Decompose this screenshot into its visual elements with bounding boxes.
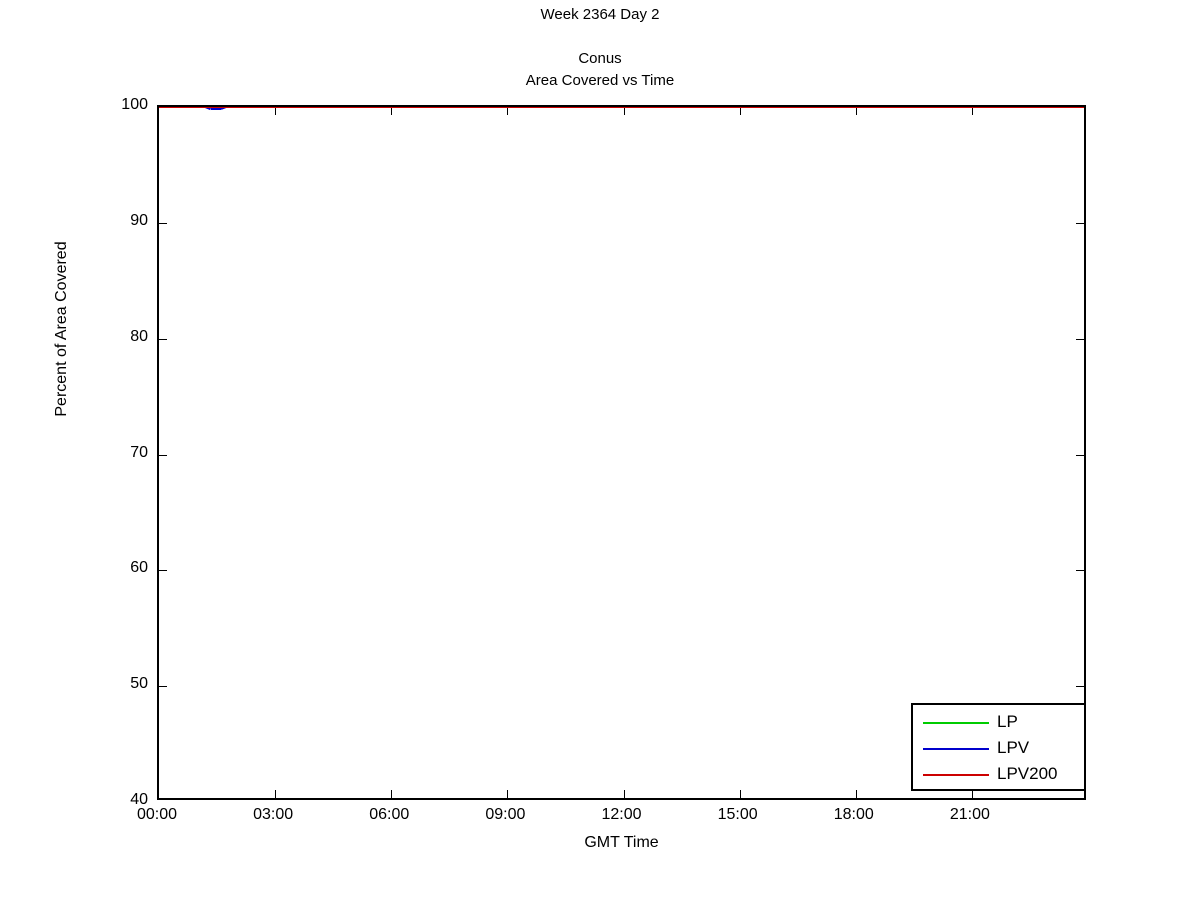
legend-swatch-lpv200 bbox=[923, 774, 989, 776]
x-tick-label: 15:00 bbox=[717, 806, 758, 823]
x-tick-bottom bbox=[855, 790, 857, 798]
x-tick-top bbox=[855, 107, 857, 115]
x-tick-label: 06:00 bbox=[369, 806, 410, 823]
x-tick-top bbox=[971, 107, 973, 115]
x-tick-top bbox=[739, 107, 741, 115]
x-tick-bottom bbox=[623, 790, 625, 798]
y-tick-label: 50 bbox=[130, 675, 148, 693]
y-tick-left bbox=[159, 686, 167, 688]
x-tick-label: 09:00 bbox=[485, 806, 526, 823]
legend-row: LPV200 bbox=[913, 761, 1084, 789]
y-tick-right bbox=[1076, 454, 1084, 456]
x-tick-label: 03:00 bbox=[253, 806, 294, 823]
y-tick-left bbox=[159, 454, 167, 456]
y-tick-label: 40 bbox=[130, 791, 148, 808]
x-tick-top bbox=[275, 107, 277, 115]
figure-title: Week 2364 Day 2 bbox=[540, 6, 660, 23]
y-tick-right bbox=[1076, 222, 1084, 224]
y-tick-right bbox=[1076, 338, 1084, 340]
x-tick-bottom bbox=[391, 790, 393, 798]
x-tick-label: 21:00 bbox=[949, 806, 990, 823]
y-tick-label: 60 bbox=[130, 559, 148, 577]
y-tick-left bbox=[159, 338, 167, 340]
legend-row: LP bbox=[913, 709, 1084, 737]
axes-title-line-2: Area Covered vs Time bbox=[525, 72, 675, 89]
x-tick-bottom bbox=[507, 790, 509, 798]
y-tick-label: 90 bbox=[130, 211, 148, 229]
legend-swatch-lpv bbox=[923, 748, 989, 750]
legend-label-lp: LP bbox=[997, 712, 1018, 731]
y-tick-label: 80 bbox=[130, 327, 148, 345]
x-tick-top bbox=[507, 107, 509, 115]
x-tick-top bbox=[391, 107, 393, 115]
legend-row: LPV bbox=[913, 735, 1084, 763]
x-tick-top bbox=[623, 107, 625, 115]
x-tick-bottom bbox=[739, 790, 741, 798]
series-line-lpv bbox=[211, 108, 221, 111]
legend: LP LPV LPV200 bbox=[911, 703, 1086, 791]
x-axis-label: GMT Time bbox=[584, 834, 659, 851]
axes-title-line-1: Conus bbox=[578, 50, 622, 67]
y-tick-label: 100 bbox=[121, 96, 148, 113]
x-tick-label: 12:00 bbox=[601, 806, 642, 823]
plot-inner-canvas bbox=[159, 107, 1084, 798]
y-tick-left bbox=[159, 570, 167, 572]
x-tick-bottom bbox=[275, 790, 277, 798]
x-tick-label: 18:00 bbox=[833, 806, 874, 823]
series-line-lpv200 bbox=[159, 107, 1084, 108]
legend-label-lpv200: LPV200 bbox=[997, 764, 1058, 783]
y-axis-label: Percent of Area Covered bbox=[53, 241, 70, 417]
legend-label-lpv: LPV bbox=[997, 738, 1030, 757]
y-tick-label: 70 bbox=[130, 443, 148, 461]
x-tick-label: 00:00 bbox=[136, 806, 178, 823]
y-tick-left bbox=[159, 222, 167, 224]
y-tick-right bbox=[1076, 686, 1084, 688]
y-tick-right bbox=[1076, 570, 1084, 572]
x-tick-bottom bbox=[971, 790, 973, 798]
legend-swatch-lp bbox=[923, 722, 989, 724]
plot-area bbox=[157, 105, 1086, 800]
